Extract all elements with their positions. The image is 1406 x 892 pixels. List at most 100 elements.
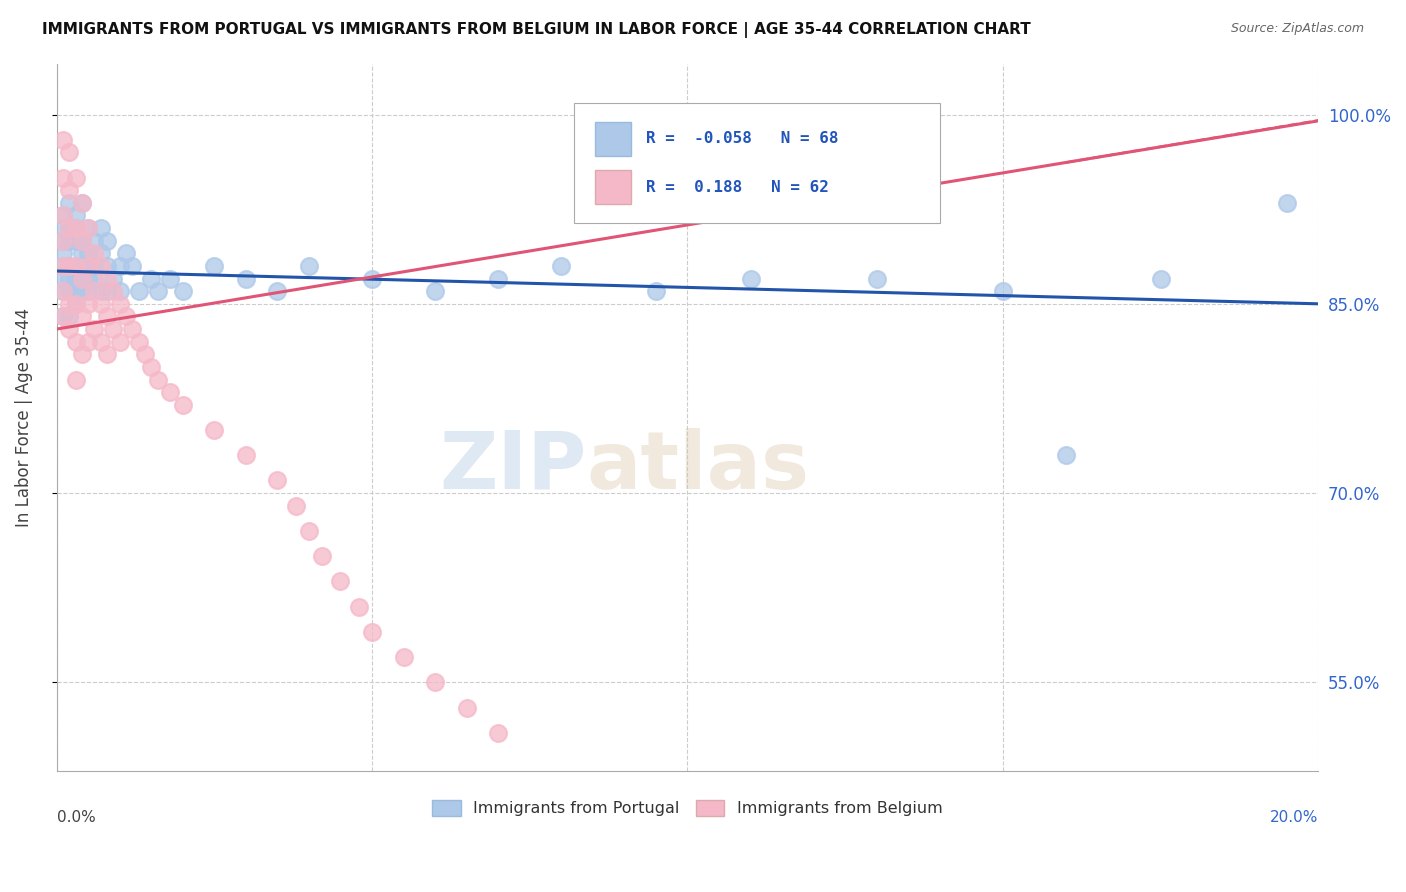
Point <box>70 271 93 285</box>
Text: 20.0%: 20.0% <box>1270 810 1319 824</box>
Point <box>65 259 87 273</box>
Point <box>146 372 169 386</box>
Point <box>65 259 87 273</box>
Point <box>58 195 80 210</box>
Point <box>70 234 93 248</box>
Point <box>361 624 384 639</box>
Point <box>65 234 87 248</box>
Point <box>52 133 75 147</box>
Point <box>159 271 181 285</box>
Point <box>1054 448 1077 462</box>
Point <box>52 209 75 223</box>
Point <box>77 246 100 260</box>
Point <box>77 221 100 235</box>
Point <box>83 271 105 285</box>
Point <box>202 259 225 273</box>
Point <box>65 209 87 223</box>
Point <box>235 271 257 285</box>
Point <box>740 271 762 285</box>
Point <box>115 246 138 260</box>
Point <box>991 284 1014 298</box>
Point <box>83 234 105 248</box>
Point <box>90 259 112 273</box>
Point <box>121 259 143 273</box>
Point <box>65 334 87 349</box>
Point <box>96 234 118 248</box>
Point <box>285 499 308 513</box>
Text: Source: ZipAtlas.com: Source: ZipAtlas.com <box>1230 22 1364 36</box>
Point <box>58 259 80 273</box>
Point <box>108 259 131 273</box>
Point <box>83 246 105 260</box>
Point <box>128 334 150 349</box>
Point <box>266 474 288 488</box>
Point <box>70 310 93 324</box>
Point <box>52 234 75 248</box>
Point <box>141 271 163 285</box>
Point <box>146 284 169 298</box>
Point <box>90 284 112 298</box>
Point <box>77 259 100 273</box>
Point <box>121 322 143 336</box>
Point <box>77 259 100 273</box>
Point <box>70 246 93 260</box>
Point <box>65 221 87 235</box>
Point <box>298 259 321 273</box>
Point <box>52 284 75 298</box>
Point <box>77 221 100 235</box>
Point <box>58 271 80 285</box>
Point <box>70 271 93 285</box>
Point <box>70 234 93 248</box>
Point <box>65 271 87 285</box>
Point <box>159 385 181 400</box>
Point <box>65 221 87 235</box>
Point <box>83 284 105 298</box>
Point <box>103 271 125 285</box>
Point <box>486 726 509 740</box>
Point <box>58 284 80 298</box>
Point <box>83 259 105 273</box>
Point <box>96 347 118 361</box>
Point <box>128 284 150 298</box>
Point <box>96 271 118 285</box>
Point <box>58 310 80 324</box>
Point <box>298 524 321 538</box>
Point <box>392 650 415 665</box>
Point <box>52 259 75 273</box>
Bar <box>595 170 631 204</box>
Text: atlas: atlas <box>586 428 810 506</box>
Point <box>70 195 93 210</box>
Text: R =  0.188   N = 62: R = 0.188 N = 62 <box>645 179 828 194</box>
Point <box>52 259 75 273</box>
Point <box>52 246 75 260</box>
Point <box>65 271 87 285</box>
Point <box>90 297 112 311</box>
Point <box>70 259 93 273</box>
Point <box>172 284 194 298</box>
Point <box>52 221 75 235</box>
Point <box>1275 195 1298 210</box>
Legend: Immigrants from Portugal, Immigrants from Belgium: Immigrants from Portugal, Immigrants fro… <box>426 793 949 822</box>
Bar <box>595 122 631 156</box>
Point <box>172 398 194 412</box>
Point <box>103 284 125 298</box>
Point <box>52 310 75 324</box>
Point <box>866 271 889 285</box>
Point <box>96 259 118 273</box>
Point <box>361 271 384 285</box>
Point <box>58 234 80 248</box>
Point <box>456 700 478 714</box>
Point <box>329 574 352 589</box>
Point <box>90 334 112 349</box>
Point <box>108 297 131 311</box>
Point <box>58 221 80 235</box>
Point <box>65 284 87 298</box>
Text: ZIP: ZIP <box>439 428 586 506</box>
Point <box>52 310 75 324</box>
Point <box>58 221 80 235</box>
Point <box>70 195 93 210</box>
Point <box>65 372 87 386</box>
Point <box>90 221 112 235</box>
Point <box>70 284 93 298</box>
Y-axis label: In Labor Force | Age 35-44: In Labor Force | Age 35-44 <box>15 308 32 527</box>
